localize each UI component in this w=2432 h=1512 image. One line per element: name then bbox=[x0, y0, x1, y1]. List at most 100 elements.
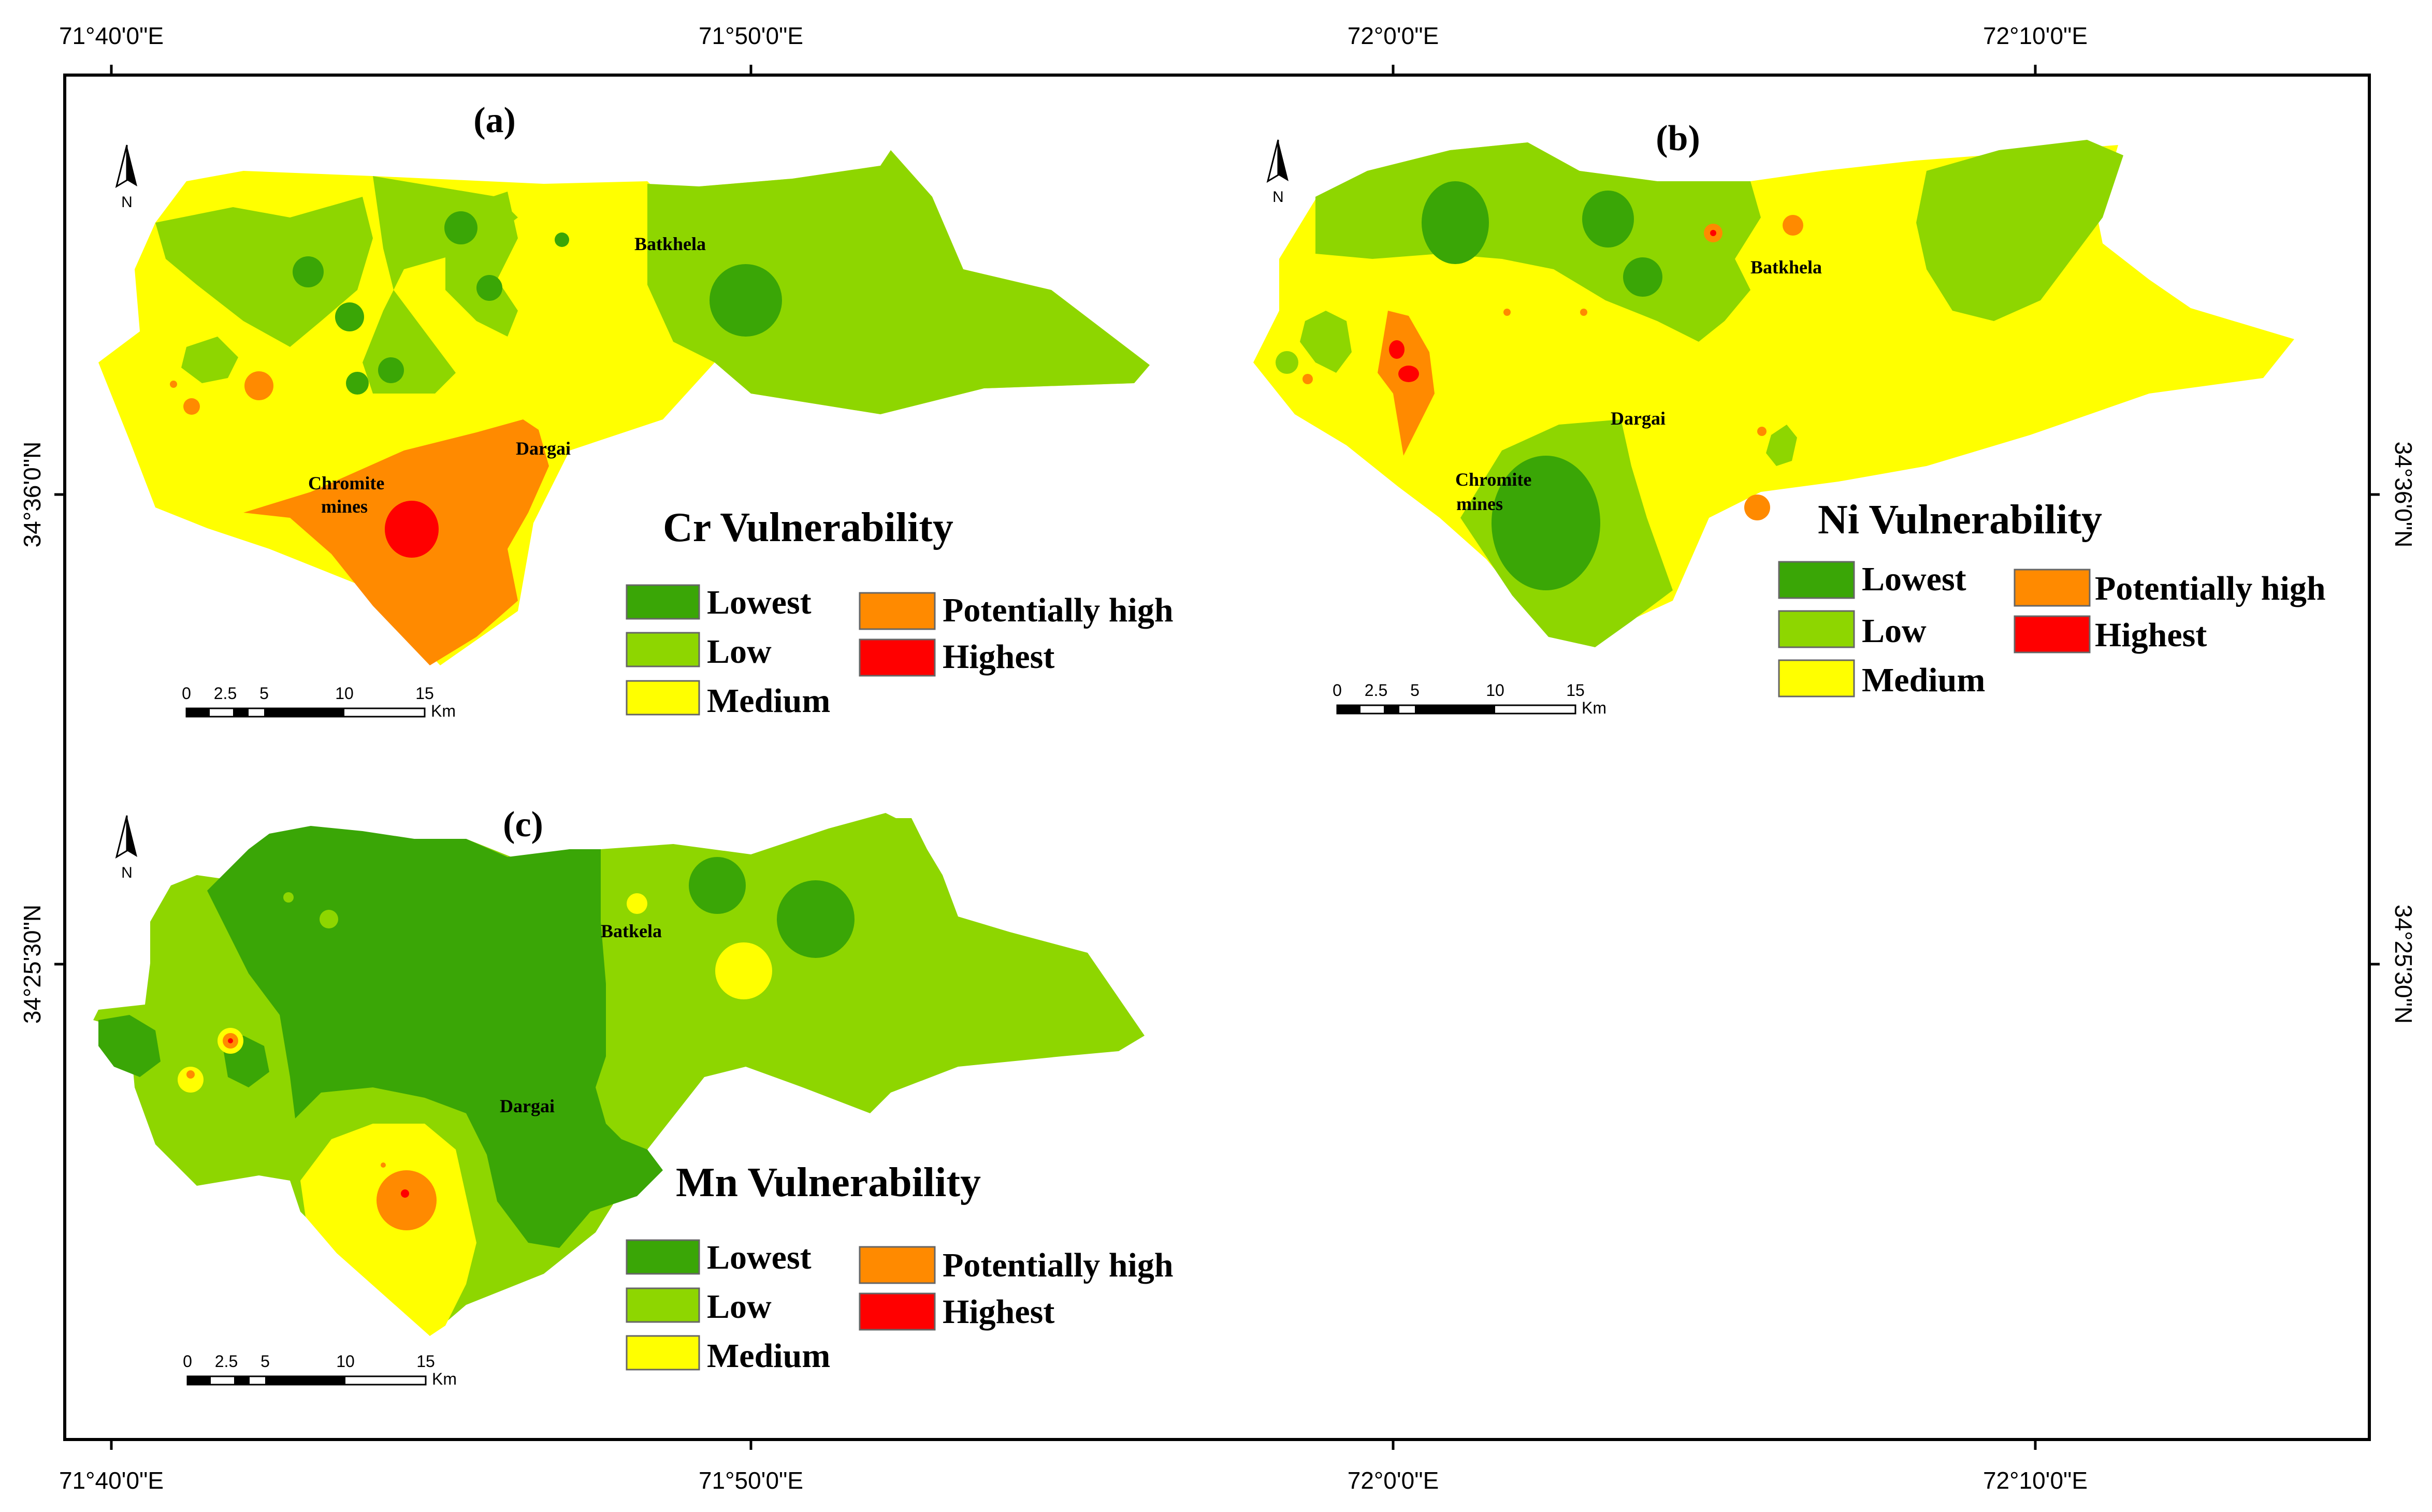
region-low-c bbox=[241, 1022, 254, 1034]
scale-tick: 2.5 bbox=[214, 684, 237, 703]
legend-label-highest: Highest bbox=[943, 638, 1054, 676]
place-label: Dargai bbox=[500, 1096, 555, 1116]
region-lowest-b bbox=[1623, 257, 1662, 297]
legend-swatch-potentially-high bbox=[859, 1246, 936, 1284]
region-highest-a bbox=[385, 501, 439, 558]
legend-label-highest: Highest bbox=[943, 1293, 1054, 1331]
north-arrow-label: N bbox=[1272, 188, 1284, 206]
region-potentially-high-b bbox=[1744, 495, 1770, 520]
region-low-a bbox=[155, 197, 373, 347]
legend-b: Lowest Low Medium Potentially high Highe… bbox=[1778, 560, 2326, 699]
region-lowest-a bbox=[476, 275, 502, 301]
place-label: mines bbox=[1456, 493, 1503, 514]
region-lowest-a bbox=[335, 302, 364, 331]
region-lowest-c bbox=[207, 826, 663, 1248]
region-lowest-a bbox=[710, 264, 782, 337]
place-label: Chromite bbox=[1455, 469, 1531, 490]
scale-tick: 5 bbox=[1410, 681, 1420, 700]
place-label: Batkela bbox=[601, 921, 662, 941]
region-lowest-c bbox=[689, 857, 746, 914]
legend-label-medium: Medium bbox=[707, 1337, 830, 1375]
region-map-a bbox=[98, 150, 1150, 665]
north-arrow-b: N bbox=[1267, 139, 1290, 206]
legend-title-c: Mn Vulnerability bbox=[676, 1160, 981, 1205]
legend-title-a: Cr Vulnerability bbox=[663, 505, 953, 550]
panel-label-a: (a) bbox=[473, 100, 516, 140]
region-highest-b bbox=[1710, 230, 1716, 236]
region-potentially-high-b bbox=[1580, 309, 1587, 316]
right-tick-label: 34°25'30"N bbox=[2390, 905, 2417, 1024]
region-highest-b bbox=[1398, 366, 1419, 382]
legend-swatch-low bbox=[626, 632, 700, 667]
scale-tick: 0 bbox=[182, 684, 191, 703]
region-potentially-high-b bbox=[1302, 374, 1313, 384]
legend-swatch-lowest bbox=[626, 584, 700, 620]
region-low-a bbox=[647, 150, 1150, 414]
region-potentially-high-b bbox=[1757, 427, 1767, 436]
region-lowest-c bbox=[98, 1015, 161, 1077]
region-map-c bbox=[93, 813, 1145, 1336]
legend-swatch-low bbox=[626, 1287, 700, 1323]
region-potentially-high-b bbox=[1503, 309, 1511, 316]
scale-tick: 15 bbox=[1566, 681, 1585, 700]
region-potentially-high-a bbox=[170, 381, 177, 388]
north-arrow-c: N bbox=[115, 815, 138, 881]
legend-swatch-potentially-high bbox=[859, 592, 936, 630]
legend-swatch-lowest bbox=[1778, 561, 1855, 599]
scale-tick: 15 bbox=[415, 684, 434, 703]
legend-label-potentially-high: Potentially high bbox=[943, 1246, 1174, 1284]
scale-tick: 0 bbox=[183, 1352, 192, 1371]
region-lowest-a bbox=[555, 232, 569, 247]
place-label: Batkhela bbox=[634, 234, 706, 254]
legend-label-lowest: Lowest bbox=[707, 584, 812, 621]
region-medium-c bbox=[627, 893, 647, 914]
region-lowest-a bbox=[444, 211, 477, 244]
left-axis-labels: 34°36'0"N 34°25'30"N bbox=[19, 442, 46, 1024]
region-lowest-b bbox=[1492, 456, 1600, 590]
region-low-b bbox=[1276, 351, 1298, 374]
scale-tick: 2.5 bbox=[215, 1352, 238, 1371]
scale-tick: 5 bbox=[259, 684, 269, 703]
scale-unit: Km bbox=[1582, 699, 1606, 717]
region-potentially-high-b bbox=[1783, 215, 1803, 236]
region-highest-b bbox=[1389, 340, 1405, 359]
legend-swatch-highest bbox=[859, 638, 936, 677]
scale-tick: 10 bbox=[335, 684, 354, 703]
legend-label-low: Low bbox=[707, 1288, 772, 1326]
region-low-a bbox=[181, 337, 238, 383]
legend-label-lowest: Lowest bbox=[1862, 560, 1966, 598]
panel-c: (c) Batkela Dargai Mn Vulnerability Lowe… bbox=[93, 805, 1174, 1388]
left-tick-label: 34°36'0"N bbox=[19, 442, 46, 548]
region-potentially-high-a bbox=[244, 371, 273, 400]
bottom-tick-label: 72°10'0"E bbox=[1983, 1467, 2088, 1494]
right-tick-label: 34°36'0"N bbox=[2390, 442, 2417, 548]
region-lowest-b bbox=[1422, 181, 1489, 264]
scale-unit: Km bbox=[432, 1370, 457, 1388]
region-map-b bbox=[1253, 140, 2294, 647]
place-label: Batkhela bbox=[1750, 257, 1822, 278]
legend-title-b: Ni Vulnerability bbox=[1818, 497, 2102, 543]
legend-label-potentially-high: Potentially high bbox=[943, 591, 1174, 629]
legend-label-medium: Medium bbox=[1862, 661, 1985, 699]
panel-b: (b) Batkhela Dargai Chromite mines Ni Vu… bbox=[1253, 119, 2326, 717]
place-label: mines bbox=[321, 496, 368, 517]
place-label: Dargai bbox=[1611, 408, 1666, 429]
legend-swatch-medium bbox=[1778, 659, 1855, 697]
top-tick-label: 71°40'0"E bbox=[59, 22, 164, 49]
legend-label-highest: Highest bbox=[2095, 616, 2207, 654]
panel-a: (a) Batkhela Dargai Chromite mines Cr Vu… bbox=[98, 100, 1174, 720]
legend-swatch-lowest bbox=[626, 1239, 700, 1275]
region-medium-c bbox=[715, 942, 772, 999]
legend-label-medium: Medium bbox=[707, 682, 830, 720]
region-potentially-high-c bbox=[186, 1070, 195, 1079]
left-tick-label: 34°25'30"N bbox=[19, 905, 46, 1024]
region-potentially-high-a bbox=[183, 398, 200, 415]
scale-tick: 10 bbox=[336, 1352, 355, 1371]
north-arrow-label: N bbox=[121, 864, 133, 881]
legend-label-low: Low bbox=[707, 633, 772, 671]
bottom-tick-label: 71°40'0"E bbox=[59, 1467, 164, 1494]
region-low-c bbox=[283, 892, 294, 903]
legend-label-low: Low bbox=[1862, 612, 1927, 650]
region-lowest-a bbox=[293, 256, 324, 287]
